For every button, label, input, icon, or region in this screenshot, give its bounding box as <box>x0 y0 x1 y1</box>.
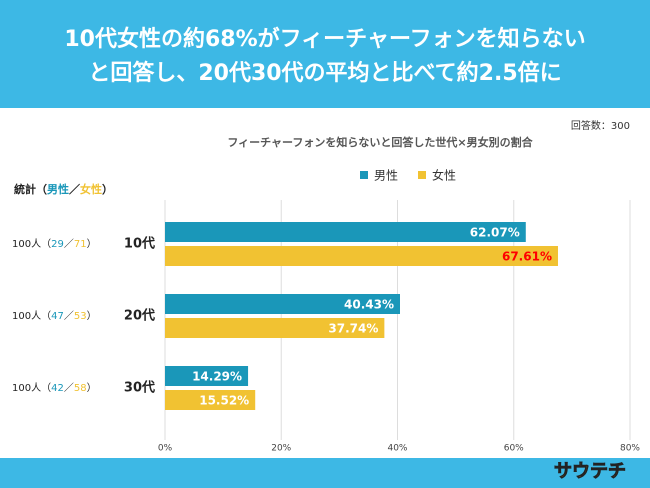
x-tick-label: 0% <box>158 444 173 454</box>
value-label: 67.61% <box>502 250 552 264</box>
row-stats-part: ／ <box>64 238 74 250</box>
y-tick-label: 10代 <box>124 236 155 252</box>
value-label: 40.43% <box>344 298 394 312</box>
stats-part: 女性 <box>80 182 102 196</box>
bar <box>165 294 400 314</box>
value-label: 15.52% <box>199 394 249 408</box>
logo: サウテチ <box>554 461 626 482</box>
bar <box>165 318 385 338</box>
x-tick-label: 80% <box>620 444 640 454</box>
stats-part: 男性 <box>47 182 69 196</box>
legend-swatch <box>360 171 368 179</box>
value-label: 62.07% <box>470 226 520 240</box>
row-stats-part: 29 <box>51 239 64 250</box>
banner <box>0 0 650 108</box>
row-stats-part: 42 <box>51 383 64 394</box>
row-stats-part: 53 <box>74 311 87 322</box>
row-stats: 100人（29／71） <box>12 238 97 250</box>
row-stats-part: ） <box>87 238 97 250</box>
stats-part: ） <box>102 183 113 196</box>
bar <box>165 222 526 242</box>
row-stats-part: 58 <box>74 383 87 394</box>
value-label: 37.74% <box>328 322 378 336</box>
stats-heading: 統計（男性／女性） <box>14 182 113 196</box>
row-stats-part: 71 <box>74 239 87 250</box>
row-stats: 100人（42／58） <box>12 382 97 394</box>
row-stats-part: ／ <box>64 382 74 394</box>
row-stats-part: 100人 <box>12 382 41 394</box>
row-stats-part: （ <box>41 238 51 250</box>
row-stats-part: ） <box>87 310 97 322</box>
stats-part: 統計 <box>14 182 36 196</box>
row-stats-part: ／ <box>64 310 74 322</box>
y-tick-label: 30代 <box>124 380 155 396</box>
row-stats-part: 100人 <box>12 238 41 250</box>
value-label: 14.29% <box>192 370 242 384</box>
x-tick-label: 60% <box>504 444 524 454</box>
x-tick-label: 40% <box>387 444 407 454</box>
row-stats-part: 100人 <box>12 310 41 322</box>
legend-label: 女性 <box>432 168 456 183</box>
legend-label: 男性 <box>374 169 398 183</box>
stats-part: （ <box>36 183 47 196</box>
x-tick-label: 20% <box>271 444 291 454</box>
row-stats-part: ） <box>87 382 97 394</box>
headline: 10代女性の約68%がフィーチャーフォンを知らない <box>64 26 585 52</box>
chart-title: フィーチャーフォンを知らないと回答した世代×男女別の割合 <box>227 135 533 149</box>
row-stats-part: （ <box>41 382 51 394</box>
row-stats: 100人（47／53） <box>12 310 97 322</box>
headline: と回答し、20代30代の平均と比べて約2.5倍に <box>88 60 561 86</box>
footer <box>0 458 650 488</box>
bar <box>165 390 256 410</box>
respondents: 回答数：300 <box>571 119 630 132</box>
bar <box>165 366 249 386</box>
legend-swatch <box>418 171 426 179</box>
bar <box>165 246 558 266</box>
row-stats-part: 47 <box>51 311 64 322</box>
y-tick-label: 20代 <box>124 308 155 324</box>
stats-part: ／ <box>69 183 80 196</box>
row-stats-part: （ <box>41 310 51 322</box>
